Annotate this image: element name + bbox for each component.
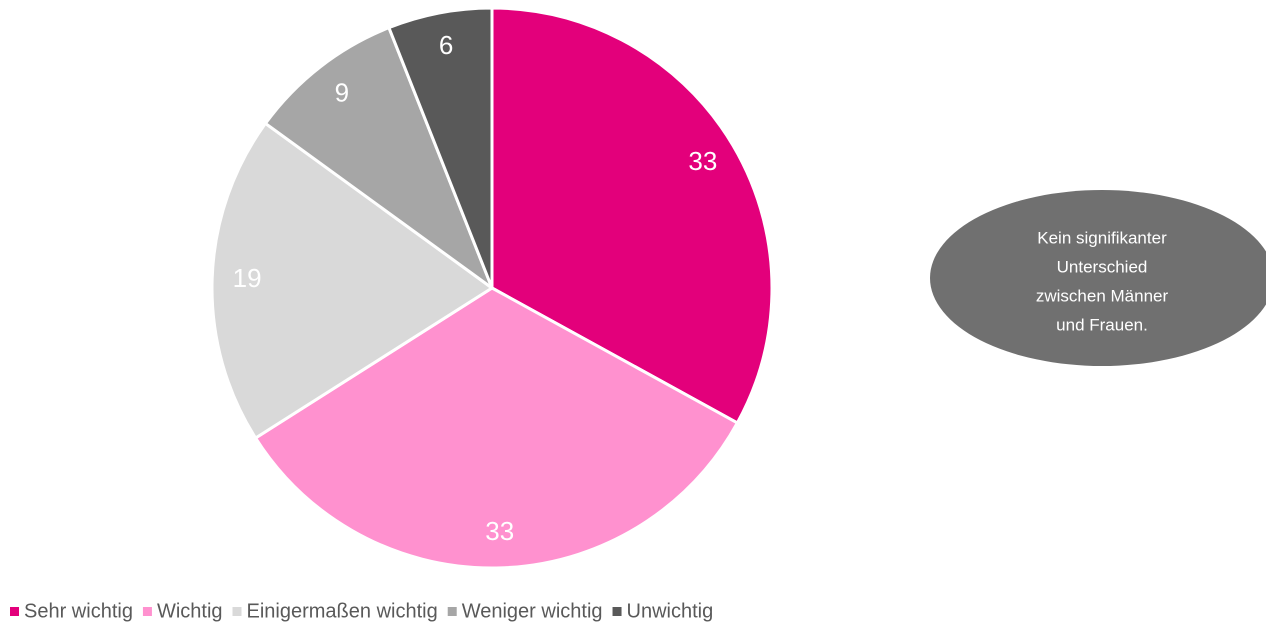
pie-slice — [263, 26, 494, 290]
annotation-line: Kein signifikanter — [1037, 228, 1167, 247]
legend-swatch — [10, 607, 19, 616]
pie-slice — [210, 121, 494, 440]
annotation: Kein signifikanter Unterschied zwischen Mä… — [1036, 228, 1169, 334]
pie-slice — [490, 6, 774, 425]
legend: Sehr wichtig Wichtig Einigermaßen wichtig W… — [10, 600, 713, 622]
data-label: 19 — [233, 263, 262, 293]
legend-swatch — [232, 607, 242, 616]
legend-swatch — [612, 607, 622, 616]
legend-label: Unwichtig — [627, 600, 714, 622]
legend-swatch — [142, 607, 152, 616]
data-labels: 33 33 19 9 6 — [233, 30, 718, 546]
data-label: 33 — [688, 146, 717, 176]
annotation-line: und Frauen. — [1056, 315, 1148, 334]
legend-label: Weniger wichtig — [462, 600, 603, 622]
pie — [210, 6, 774, 570]
legend-label: Wichtig — [157, 600, 223, 622]
annotation-line: zwischen Männer — [1036, 286, 1169, 305]
pie-slice — [387, 6, 494, 290]
annotation-bubble — [930, 190, 1266, 366]
legend-label: Einigermaßen wichtig — [247, 600, 438, 622]
data-label: 33 — [485, 516, 514, 546]
annotation-line: Unterschied — [1057, 257, 1148, 276]
data-label: 6 — [439, 30, 453, 60]
data-label: 9 — [335, 77, 349, 107]
pie-slice — [254, 286, 739, 570]
legend-swatch — [447, 607, 457, 616]
legend-label: Sehr wichtig — [24, 600, 133, 622]
